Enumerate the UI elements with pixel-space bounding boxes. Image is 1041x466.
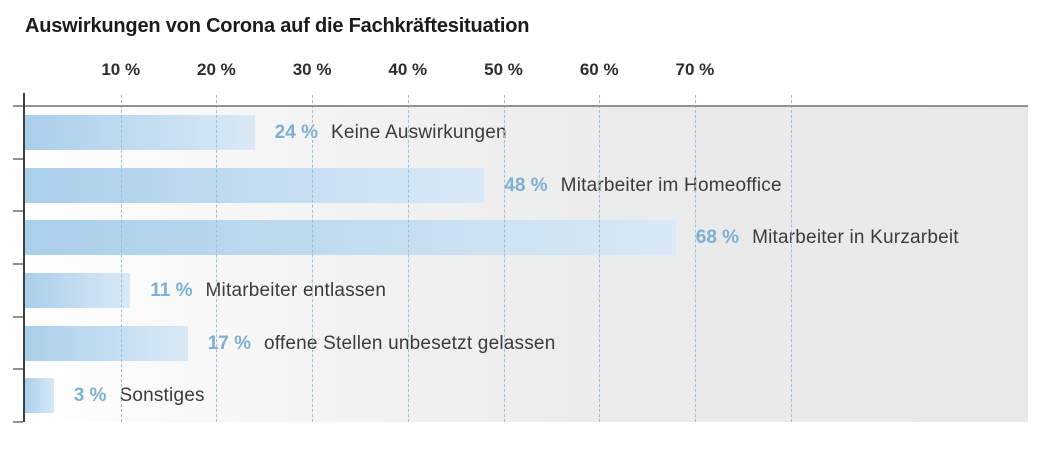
chart-title: Auswirkungen von Corona auf die Fachkräf… (25, 15, 530, 37)
bar-row: 68 % Mitarbeiter in Kurzarbeit (25, 220, 1028, 256)
y-axis-tick (13, 368, 23, 370)
bar-label: 11 % Mitarbeiter entlassen (150, 273, 386, 308)
bar (25, 114, 255, 150)
top-axis-line (23, 105, 1028, 107)
bar-row: 3 % Sonstiges (25, 378, 1028, 414)
x-tick-label: 50 % (484, 60, 523, 79)
x-tick-label: 70 % (675, 60, 715, 79)
x-tick-label: 20 % (197, 60, 236, 79)
x-tick-label: 60 % (579, 60, 619, 79)
gridline-10-percent (120, 95, 122, 422)
x-tick-label: 10 % (101, 60, 141, 79)
bar (25, 167, 485, 203)
gridline-40-percent (407, 95, 409, 422)
bar (25, 220, 676, 256)
bar-value-label: 3 % (73, 385, 107, 407)
gridline-20-percent (216, 95, 218, 422)
bar-value-label: 24 % (274, 121, 318, 143)
bar (25, 272, 131, 308)
plot-area: 24 % Keine Auswirkungen 48 % Mitarbeiter im… (13, 93, 1028, 423)
y-axis-tick (13, 421, 23, 423)
gridline-30-percent (312, 95, 314, 422)
y-axis-tick (13, 263, 23, 265)
bar-category-label: Mitarbeiter entlassen (205, 279, 387, 301)
gridline-60-percent (599, 95, 601, 422)
y-axis-tick (13, 316, 23, 318)
bar-category-label: Keine Auswirkungen (330, 121, 507, 143)
gridline-50-percent (503, 95, 505, 422)
bar-category-label: Mitarbeiter in Kurzarbeit (752, 227, 959, 249)
bar-category-label: Mitarbeiter im Homeoffice (560, 174, 782, 196)
bar-label: 68 % Mitarbeiter in Kurzarbeit (696, 220, 959, 255)
gridline-80-percent (790, 95, 792, 422)
x-axis-tick-labels: 10 % 20 % 30 % 40 % 50 % 60 % 70 % (25, 60, 1028, 88)
x-tick-label: 30 % (292, 60, 332, 79)
bar-category-label: Sonstiges (119, 385, 205, 407)
y-axis-line (23, 93, 25, 422)
bar-row: 17 % offene Stellen unbesetzt gelassen (25, 325, 1028, 361)
bar-value-label: 11 % (150, 279, 193, 301)
bar (25, 325, 188, 361)
bar (25, 378, 54, 414)
bar-label: 24 % Keine Auswirkungen (275, 115, 507, 150)
x-tick-label: 40 % (388, 60, 428, 79)
y-axis-tick (13, 158, 23, 160)
bar-label: 17 % offene Stellen unbesetzt gelassen (208, 326, 556, 361)
bar-value-label: 68 % (695, 227, 740, 249)
y-axis-tick (13, 105, 23, 107)
bar-row: 11 % Mitarbeiter entlassen (25, 272, 1028, 308)
bar-label: 3 % Sonstiges (74, 378, 205, 413)
bar-row: 24 % Keine Auswirkungen (25, 114, 1028, 150)
bar-value-label: 48 % (504, 174, 548, 196)
gridline-70-percent (694, 95, 696, 422)
bar-value-label: 17 % (207, 332, 251, 354)
bar-row: 48 % Mitarbeiter im Homeoffice (25, 167, 1028, 203)
bar-category-label: offene Stellen unbesetzt gelassen (264, 332, 556, 354)
y-axis-tick (13, 210, 23, 212)
bar-label: 48 % Mitarbeiter im Homeoffice (504, 168, 781, 203)
